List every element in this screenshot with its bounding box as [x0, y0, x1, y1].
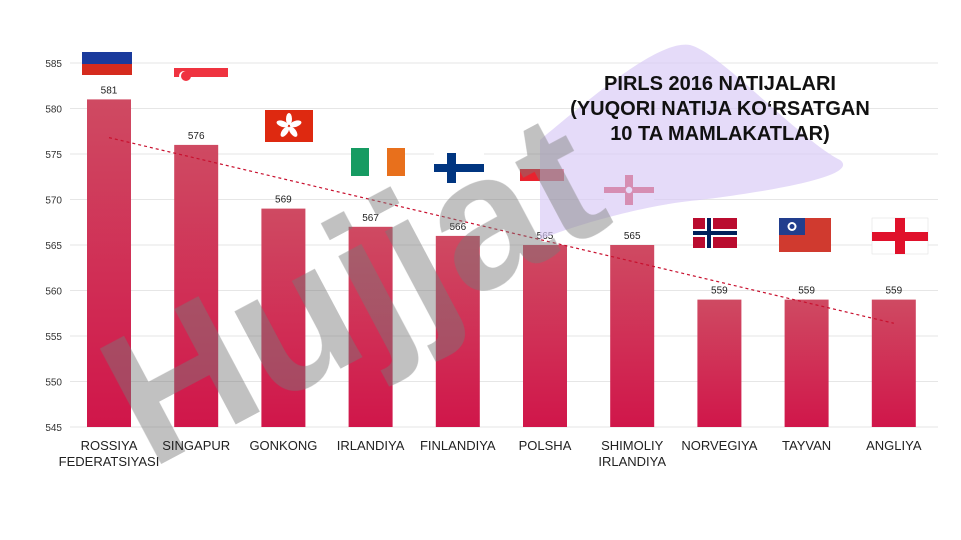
- x-tick-label: ANGLIYA: [839, 438, 949, 454]
- singapore-flag: [174, 68, 228, 86]
- trendline-line: [108, 137, 894, 324]
- x-tick-label: TAYVAN: [752, 438, 862, 454]
- data-label: 569: [275, 195, 292, 206]
- bars: [87, 99, 916, 428]
- russia-flag: [82, 52, 132, 75]
- bar: [871, 299, 916, 427]
- data-label: 576: [188, 131, 205, 142]
- x-tick-label-line: SINGAPUR: [162, 438, 231, 453]
- bar: [87, 99, 131, 428]
- x-tick-label-line: NORVEGIYA: [681, 438, 758, 453]
- trendline: [108, 137, 894, 324]
- x-tick-label: GONKONG: [228, 438, 338, 454]
- y-tick-label: 575: [45, 150, 62, 161]
- x-tick-label: NORVEGIYA: [664, 438, 774, 454]
- bar: [261, 208, 306, 427]
- norway-flag: [693, 218, 737, 248]
- bar: [174, 144, 219, 427]
- x-tick-label-line: GONKONG: [249, 438, 318, 453]
- chart-title-line-1: PIRLS 2016 NATIJALARI: [604, 73, 836, 95]
- bar: [697, 299, 742, 427]
- data-label: 559: [711, 286, 728, 297]
- watermark-swoosh: [540, 44, 844, 240]
- finland-flag: [434, 153, 484, 183]
- x-tick-label: ROSSIYA FEDERATSIYASI: [54, 438, 164, 470]
- data-label: 581: [101, 85, 118, 96]
- bar: [435, 235, 480, 427]
- data-label: 565: [624, 231, 641, 242]
- x-tick-label-line: IRLANDIYA: [598, 454, 667, 469]
- x-tick-label-line: ROSSIYA: [80, 438, 138, 453]
- y-tick-label: 565: [45, 241, 62, 252]
- data-label: 567: [362, 213, 379, 224]
- taiwan-flag: [779, 218, 831, 252]
- x-tick-label-line: FINLANDIYA: [419, 438, 496, 453]
- england-flag: [871, 217, 929, 255]
- x-tick-label-line: SHIMOLIY: [601, 438, 664, 453]
- data-label: 559: [798, 286, 815, 297]
- data-label: 566: [449, 222, 466, 233]
- x-tick-label-line: TAYVAN: [782, 438, 832, 453]
- bar: [610, 245, 655, 427]
- x-tick-label: FINLANDIYA: [403, 438, 513, 454]
- ireland-flag: [351, 148, 405, 176]
- y-tick-label: 580: [45, 105, 62, 116]
- x-tick-label: POLSHA: [490, 438, 600, 454]
- y-tick-label: 570: [45, 196, 62, 207]
- chart-title: PIRLS 2016 NATIJALARI (YUQORI NATIJA KO‘…: [540, 72, 900, 147]
- hong-kong-flag: [265, 110, 313, 142]
- y-tick-label: 550: [45, 378, 62, 389]
- y-tick-label: 585: [45, 59, 62, 70]
- bar: [523, 245, 567, 427]
- y-tick-label: 545: [45, 423, 62, 434]
- x-tick-label: SHIMOLIY IRLANDIYA: [577, 438, 687, 470]
- x-tick-label-line: ANGLIYA: [866, 438, 922, 453]
- x-tick-label: IRLANDIYA: [316, 438, 426, 454]
- y-axis-ticks: 545 550 555 560 565 570 575 580 585: [45, 59, 62, 434]
- chart-title-line-2: (YUQORI NATIJA KO‘RSATGAN: [570, 98, 870, 120]
- y-tick-label: 555: [45, 332, 62, 343]
- bar: [348, 226, 393, 427]
- y-tick-label: 560: [45, 287, 62, 298]
- data-label: 559: [885, 286, 902, 297]
- x-tick-label-line: POLSHA: [518, 438, 572, 453]
- x-tick-label: SINGAPUR: [141, 438, 251, 454]
- x-tick-label-line: FEDERATSIYASI: [58, 454, 160, 469]
- x-tick-label-line: IRLANDIYA: [336, 438, 405, 453]
- bar: [784, 299, 829, 427]
- chart-title-line-3: 10 TA MAMLAKATLAR): [610, 123, 830, 145]
